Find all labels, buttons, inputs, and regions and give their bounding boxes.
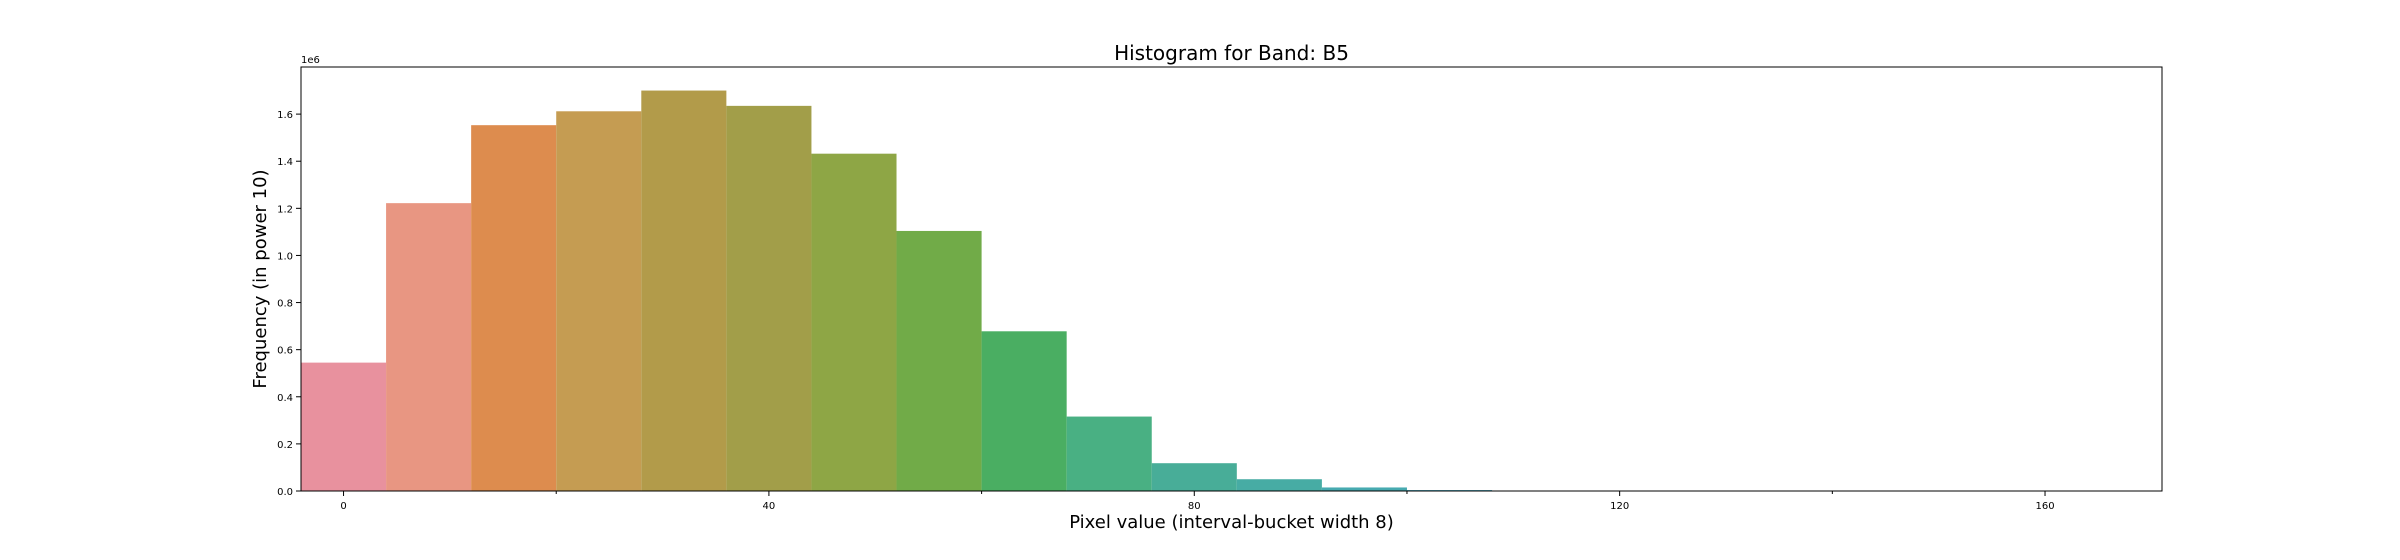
- plot-frame: [300, 66, 2163, 492]
- histogram-bar-88: [1236, 479, 1322, 491]
- x-tick-label: 80: [1188, 501, 1201, 512]
- histogram-bar-64: [981, 331, 1067, 491]
- bars-layer: [301, 90, 2088, 492]
- x-tick-label: 160: [2035, 501, 2054, 512]
- histogram-bar-8: [386, 203, 472, 491]
- ticks-layer: 0.0 0.2 0.4 0.6 0.8 1.0 1.2 1.4 1.6 0 40 80 120 160: [277, 110, 2054, 512]
- y-tick-label: 0.4: [277, 393, 293, 404]
- histogram-bar-96: [1321, 487, 1407, 491]
- y-tick-label: 1.4: [277, 157, 293, 168]
- x-axis-title: Pixel value (interval-bucket width 8): [1069, 512, 1394, 533]
- histogram-bar-48: [811, 153, 897, 491]
- y-tick-label: 0.8: [277, 299, 293, 310]
- y-axis-title: Frequency (in power 10): [250, 169, 271, 388]
- chart-title: Histogram for Band: B5: [1114, 41, 1349, 65]
- y-tick-label: 1.0: [277, 251, 293, 262]
- histogram-bar-40: [726, 105, 812, 491]
- x-tick-label: 0: [340, 501, 346, 512]
- histogram-bar-80: [1151, 463, 1237, 491]
- histogram-bar-56: [896, 230, 982, 492]
- histogram-bar-24: [556, 111, 642, 491]
- histogram-bar-32: [641, 90, 727, 492]
- y-tick-label: 1.6: [277, 110, 293, 121]
- histogram-bar-72: [1066, 416, 1152, 491]
- histogram-bar-0: [301, 362, 387, 491]
- histogram-bar-16: [471, 125, 557, 491]
- x-tick-label: 120: [1610, 501, 1629, 512]
- y-tick-label: 1.2: [277, 204, 293, 215]
- y-tick-label: 0.2: [277, 440, 293, 451]
- y-tick-label: 0.0: [277, 487, 293, 498]
- x-tick-label: 40: [763, 501, 776, 512]
- y-axis-offset-label: 1e6: [301, 55, 320, 66]
- y-tick-label: 0.6: [277, 346, 293, 357]
